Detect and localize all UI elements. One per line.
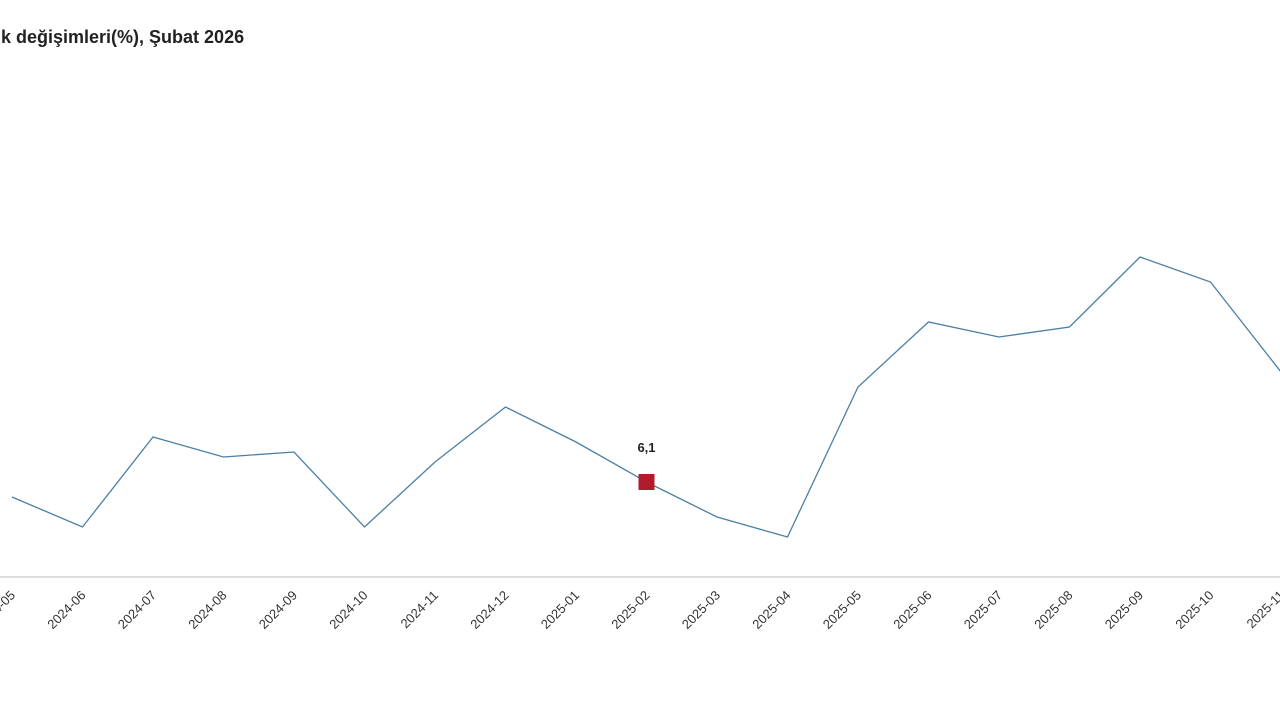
- x-tick-label: 2024-07: [115, 588, 159, 632]
- x-tick-label: 2025-09: [1102, 588, 1146, 632]
- x-tick-label: 2024-12: [467, 588, 511, 632]
- x-tick-label: 2025-10: [1172, 588, 1216, 632]
- x-tick-label: 2025-07: [961, 588, 1005, 632]
- x-tick-label: 2025-05: [820, 588, 864, 632]
- x-tick-label: 2024-09: [256, 588, 300, 632]
- x-tick-label: 2025-03: [679, 588, 723, 632]
- x-tick-label: 2024-08: [185, 588, 229, 632]
- x-tick-label: 2024-10: [326, 588, 370, 632]
- x-tick-label: 2024-06: [44, 588, 88, 632]
- x-tick-label: 2025-06: [890, 588, 934, 632]
- x-tick-label: 2025-04: [749, 588, 793, 632]
- x-tick-label: 2024-11: [397, 588, 441, 632]
- data-label: 6,1: [637, 440, 655, 455]
- x-tick-label: 2025-01: [538, 588, 582, 632]
- chart-title: ık değişimleri(%), Şubat 2026: [0, 27, 244, 47]
- highlight-marker: [638, 474, 655, 490]
- line: [11, 256, 1280, 538]
- x-tick-label: 2024-05: [0, 588, 18, 632]
- x-tick-label: 2025-11: [1243, 588, 1280, 632]
- x-tick-label: 2025-02: [608, 588, 652, 632]
- x-tick-label: 2025-08: [1031, 588, 1075, 632]
